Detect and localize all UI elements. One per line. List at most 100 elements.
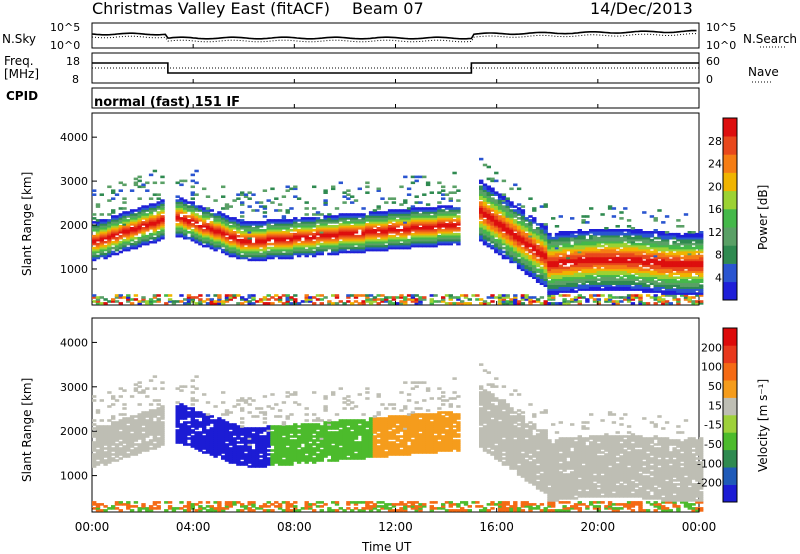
power-cell xyxy=(372,244,378,248)
power-cell xyxy=(194,234,199,238)
velocity-cell xyxy=(111,417,116,420)
power-cell xyxy=(604,234,609,238)
power-cell xyxy=(509,248,514,252)
power-cell xyxy=(247,205,252,208)
power-cell xyxy=(243,254,249,258)
power-cell xyxy=(653,242,658,246)
power-cell xyxy=(148,302,154,305)
power-cell xyxy=(183,219,188,222)
power-cell xyxy=(505,223,510,226)
power-cell xyxy=(281,234,287,238)
power-cell xyxy=(380,232,385,236)
power-cell xyxy=(687,258,692,262)
power-cell xyxy=(626,260,632,264)
power-cell xyxy=(672,262,677,266)
power-cell xyxy=(649,254,655,258)
power-cell xyxy=(289,187,294,191)
velocity-cell xyxy=(228,411,233,414)
power-cell xyxy=(611,282,617,285)
power-cell xyxy=(205,223,211,226)
power-cell xyxy=(145,242,150,246)
power-cell xyxy=(513,244,518,248)
velocity-cell xyxy=(224,413,230,416)
power-cell xyxy=(240,232,245,236)
power-cell xyxy=(607,286,613,289)
power-cell xyxy=(126,238,131,242)
power-cell xyxy=(183,229,188,232)
velocity-cell xyxy=(190,407,195,410)
velocity-cell xyxy=(92,455,97,458)
power-cell xyxy=(224,296,230,299)
power-cell xyxy=(99,227,104,230)
power-cell xyxy=(262,236,268,240)
power-cell xyxy=(285,225,290,228)
power-cell xyxy=(289,238,294,242)
power-cell xyxy=(486,244,491,248)
power-cell xyxy=(611,296,617,299)
velocity-cell xyxy=(111,459,116,462)
power-cell xyxy=(258,236,264,240)
power-cell xyxy=(414,207,419,210)
power-cell xyxy=(255,258,260,262)
power-cell xyxy=(137,302,142,305)
power-cell xyxy=(573,284,579,287)
velocity-cell xyxy=(160,443,165,446)
power-cell xyxy=(422,236,427,240)
power-cell xyxy=(664,244,670,248)
cpid-label: CPID xyxy=(6,89,39,103)
velocity-cell xyxy=(141,437,146,440)
power-cell xyxy=(202,238,207,242)
power-cell xyxy=(611,207,617,210)
power-cell xyxy=(236,225,241,228)
power-cell xyxy=(448,298,453,301)
power-cell xyxy=(524,248,529,252)
power-cell xyxy=(357,244,362,248)
power-cell xyxy=(277,242,283,246)
velocity-cell xyxy=(103,505,108,508)
power-cell xyxy=(118,219,123,222)
power-cell xyxy=(92,225,97,228)
power-cell xyxy=(255,244,260,248)
power-cell xyxy=(607,272,613,276)
power-cell xyxy=(497,197,503,200)
power-cell xyxy=(577,302,582,305)
power-cell xyxy=(494,296,499,299)
power-cell xyxy=(452,240,457,244)
power-cell xyxy=(274,223,279,226)
power-cell xyxy=(133,181,139,185)
power-cell xyxy=(183,298,188,301)
power-cell xyxy=(190,209,195,212)
power-cell xyxy=(194,238,199,242)
power-cell xyxy=(129,221,135,224)
velocity-cell xyxy=(126,435,131,438)
velocity-cell xyxy=(190,439,195,442)
power-cell xyxy=(342,242,347,246)
power-cell xyxy=(346,250,351,254)
velocity-cell xyxy=(179,437,184,440)
power-cell xyxy=(368,232,374,236)
power-cell xyxy=(653,302,658,305)
power-cell xyxy=(221,221,226,224)
power-cell xyxy=(638,272,643,276)
power-cell xyxy=(221,195,226,198)
power-cell xyxy=(217,246,222,250)
power-cell xyxy=(243,240,249,244)
power-cell xyxy=(699,254,704,258)
power-cell xyxy=(551,238,556,242)
velocity-cell xyxy=(190,415,195,418)
power-cell xyxy=(509,258,514,262)
power-cell xyxy=(581,266,586,270)
power-cell xyxy=(331,294,336,297)
power-cell xyxy=(137,238,142,242)
velocity-cell xyxy=(183,427,188,430)
power-cell xyxy=(638,288,643,291)
power-cell xyxy=(532,274,537,278)
power-cell xyxy=(661,258,666,262)
power-cell xyxy=(304,244,309,248)
power-cell xyxy=(497,294,503,297)
power-cell xyxy=(532,252,537,256)
power-cell xyxy=(160,205,165,208)
power-cell xyxy=(361,223,366,226)
power-cell xyxy=(319,246,324,250)
power-cell xyxy=(562,300,567,303)
